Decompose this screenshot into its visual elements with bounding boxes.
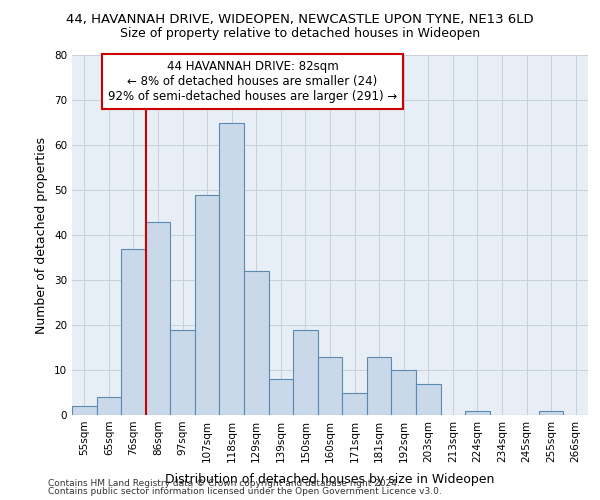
- Bar: [318, 356, 342, 415]
- X-axis label: Distribution of detached houses by size in Wideopen: Distribution of detached houses by size …: [166, 473, 494, 486]
- Bar: [72, 406, 97, 415]
- Text: Size of property relative to detached houses in Wideopen: Size of property relative to detached ho…: [120, 28, 480, 40]
- Bar: [367, 356, 391, 415]
- Bar: [416, 384, 440, 415]
- Bar: [170, 330, 195, 415]
- Bar: [342, 392, 367, 415]
- Y-axis label: Number of detached properties: Number of detached properties: [35, 136, 49, 334]
- Bar: [121, 248, 146, 415]
- Bar: [97, 397, 121, 415]
- Bar: [539, 410, 563, 415]
- Bar: [220, 122, 244, 415]
- Bar: [195, 194, 220, 415]
- Text: Contains public sector information licensed under the Open Government Licence v3: Contains public sector information licen…: [48, 487, 442, 496]
- Bar: [293, 330, 318, 415]
- Bar: [465, 410, 490, 415]
- Bar: [244, 271, 269, 415]
- Bar: [146, 222, 170, 415]
- Bar: [269, 379, 293, 415]
- Text: 44, HAVANNAH DRIVE, WIDEOPEN, NEWCASTLE UPON TYNE, NE13 6LD: 44, HAVANNAH DRIVE, WIDEOPEN, NEWCASTLE …: [66, 12, 534, 26]
- Text: Contains HM Land Registry data © Crown copyright and database right 2024.: Contains HM Land Registry data © Crown c…: [48, 478, 400, 488]
- Bar: [391, 370, 416, 415]
- Text: 44 HAVANNAH DRIVE: 82sqm
← 8% of detached houses are smaller (24)
92% of semi-de: 44 HAVANNAH DRIVE: 82sqm ← 8% of detache…: [108, 60, 397, 104]
